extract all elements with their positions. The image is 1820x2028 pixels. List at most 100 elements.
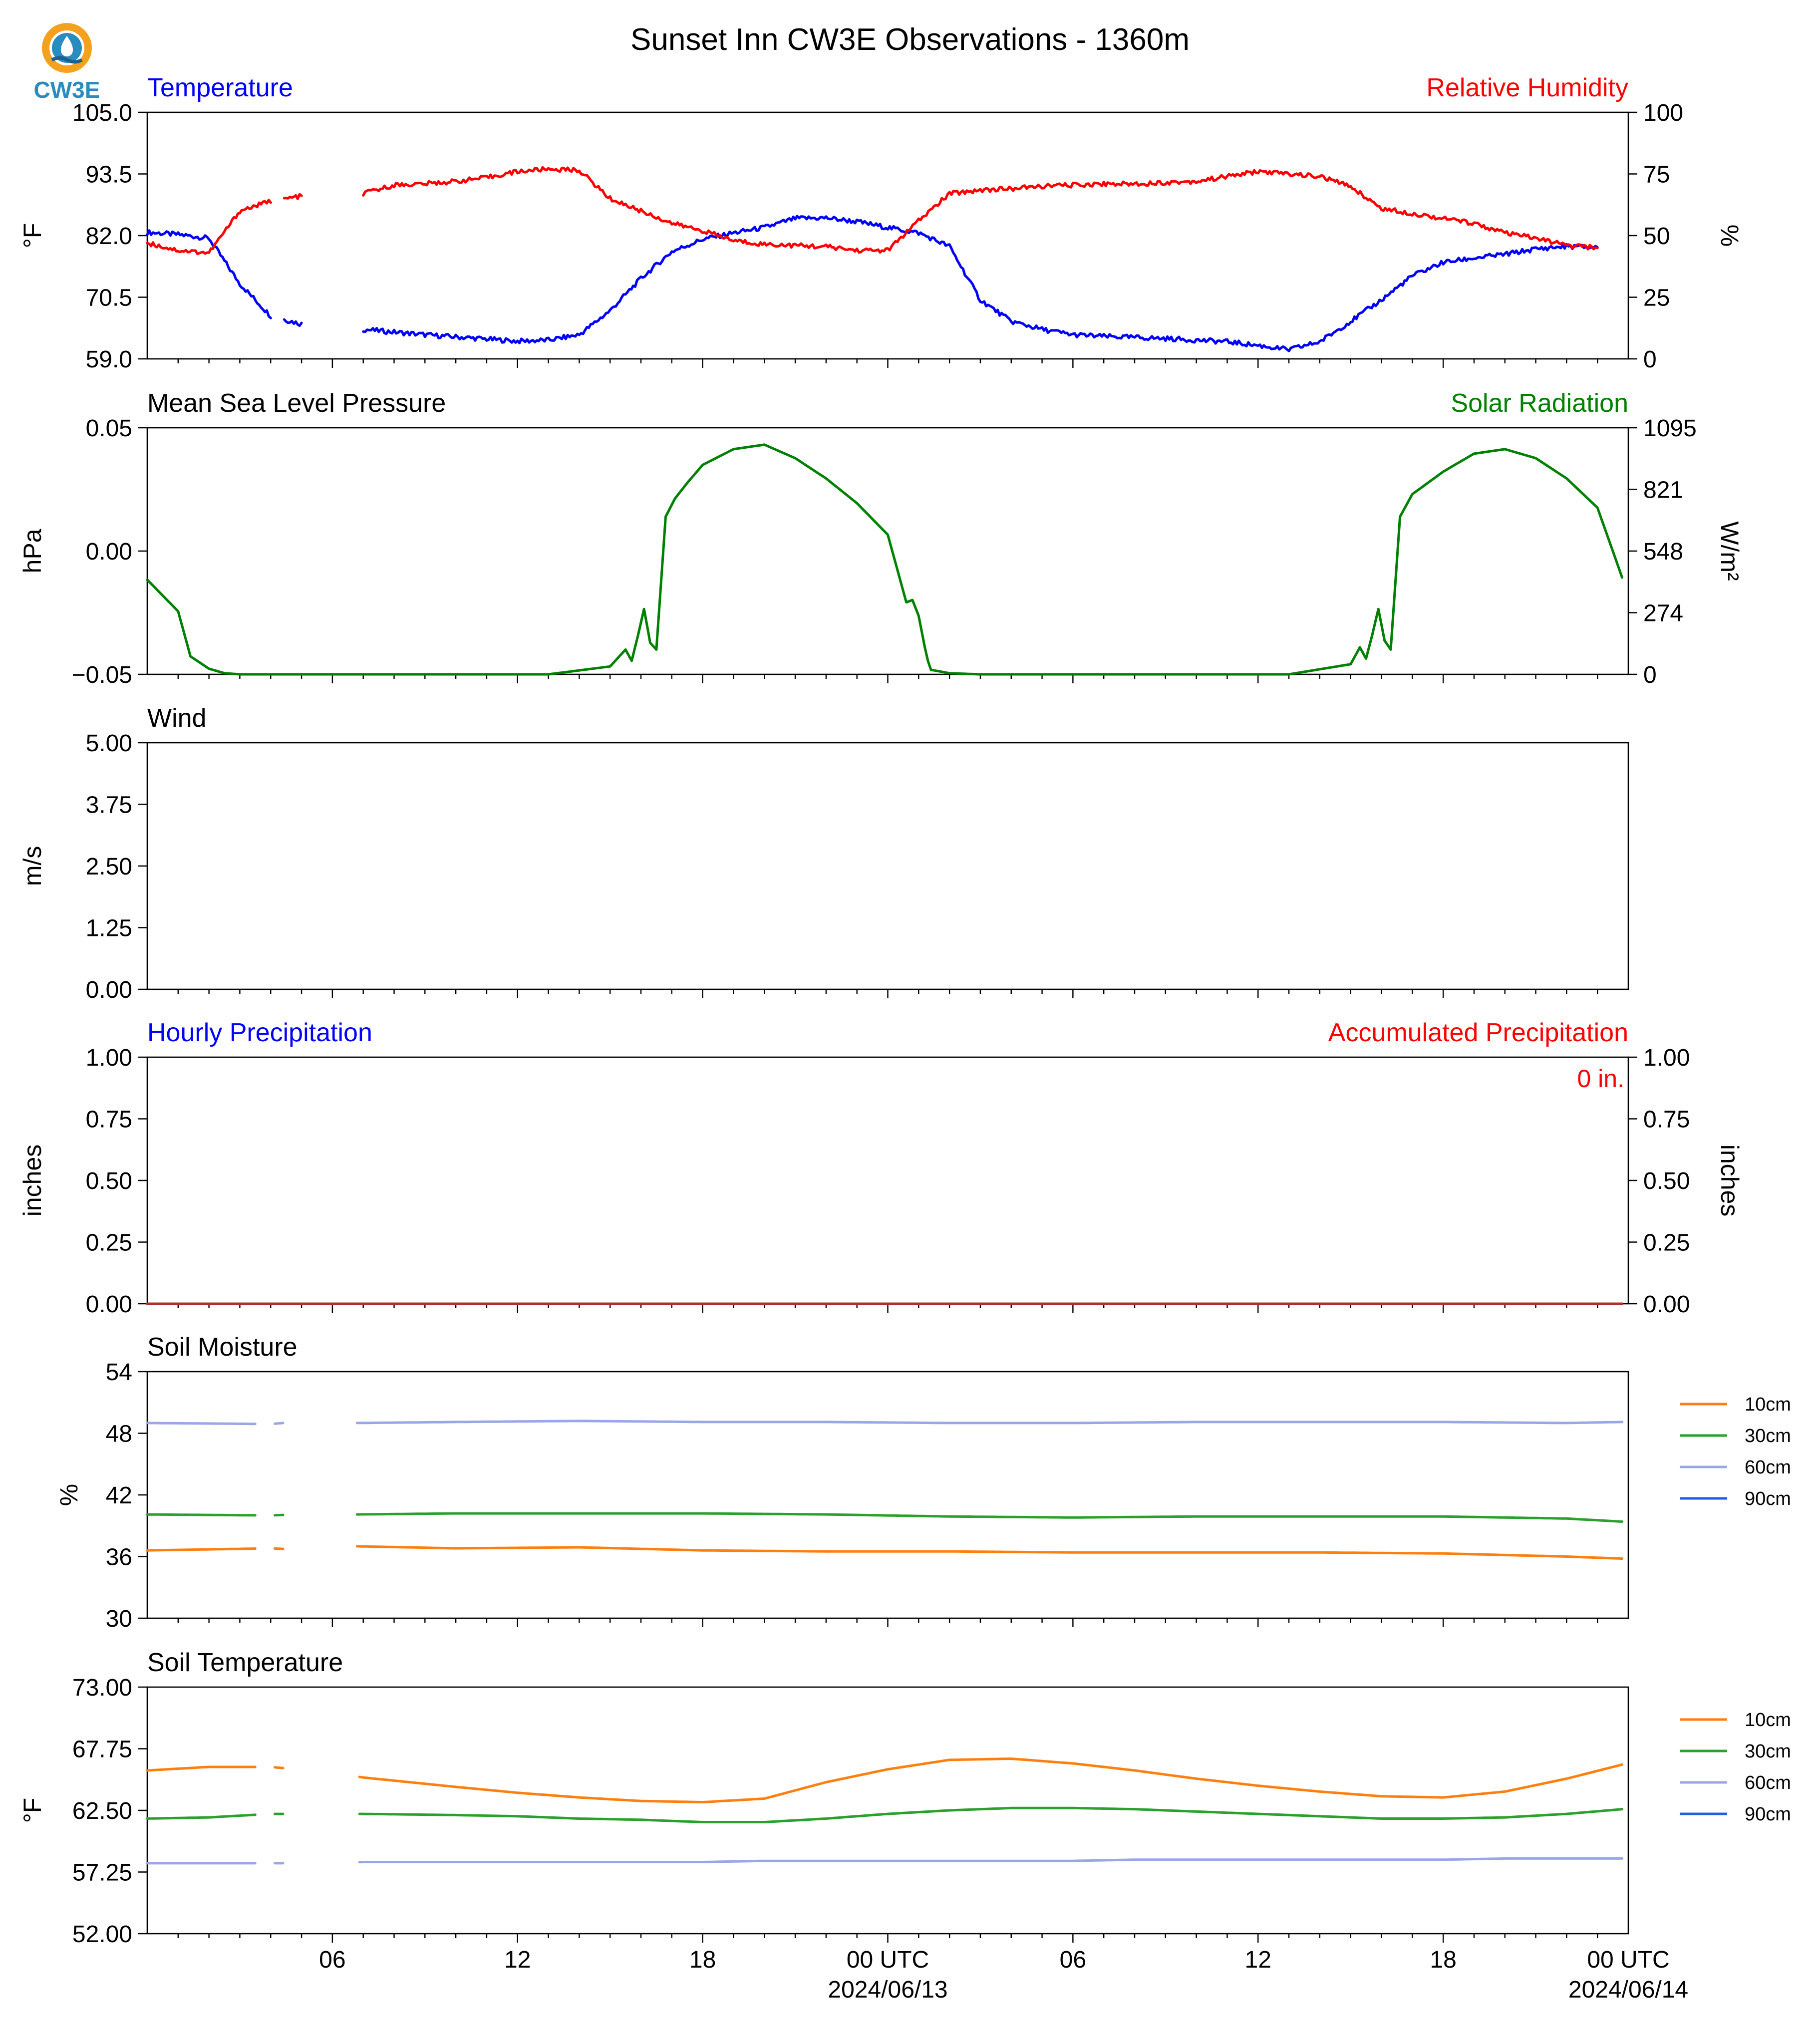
plot-frame xyxy=(146,1686,1629,1935)
y-tick-label: 1.25 xyxy=(86,915,132,942)
series-solar-radiation xyxy=(146,443,1624,676)
y-tick-label: 62.50 xyxy=(72,1798,132,1824)
y-right-tick-label: 0.50 xyxy=(1643,1168,1690,1194)
logo-drop-icon xyxy=(61,36,73,56)
series-60cm xyxy=(146,1420,1624,1426)
y-tick-label: 93.5 xyxy=(86,162,132,188)
y-right-tick-label: 0 xyxy=(1643,346,1657,373)
series-line xyxy=(146,1547,257,1552)
series-10cm xyxy=(146,1757,1624,1803)
y-tick-label: 105.0 xyxy=(72,100,132,126)
series-relative-humidity xyxy=(146,166,1599,256)
panel-1: Temperature Relative Humidity 59.0 70.5 82.0… xyxy=(18,73,1744,373)
series-30cm xyxy=(146,1806,1624,1823)
series-line xyxy=(358,1806,1624,1823)
panel-title-left: Mean Sea Level Pressure xyxy=(147,389,446,418)
panel-title-left: Wind xyxy=(147,704,206,733)
series-line xyxy=(146,443,1624,676)
y-axis-label: hPa xyxy=(18,529,46,573)
panel-2: Mean Sea Level Pressure Solar Radiation −0… xyxy=(18,389,1744,688)
series-10cm xyxy=(146,1545,1624,1560)
series-line xyxy=(146,229,272,319)
y-tick-label: −0.05 xyxy=(72,662,132,688)
y-right-tick-label: 25 xyxy=(1643,285,1670,311)
y-right-tick-label: 1.00 xyxy=(1643,1045,1690,1071)
y-tick-label: 0.75 xyxy=(86,1107,132,1133)
series-line xyxy=(362,166,1599,254)
x-tick-date-label: 2024/06/13 xyxy=(828,1977,947,2003)
y-right-axis-label: W/m² xyxy=(1716,521,1744,580)
plot-frame xyxy=(146,111,1629,360)
logo-wave-icon xyxy=(51,56,83,64)
y-tick-label: 1.00 xyxy=(86,1045,132,1071)
x-tick-label: 06 xyxy=(1060,1947,1086,1973)
y-tick-label: 67.75 xyxy=(72,1737,132,1763)
legend-label: 60cm xyxy=(1745,1457,1791,1478)
series-line xyxy=(274,1547,285,1550)
y-tick-label: 0.00 xyxy=(86,539,132,565)
y-tick-label: 52.00 xyxy=(72,1921,132,1948)
y-right-tick-label: 0.00 xyxy=(1643,1291,1690,1318)
y-tick-label: 42 xyxy=(106,1482,132,1509)
y-tick-label: 82.0 xyxy=(86,223,132,250)
plot-frame xyxy=(146,1056,1629,1305)
y-axis-label: % xyxy=(55,1484,83,1506)
y-tick-label: 0.50 xyxy=(86,1168,132,1194)
legend-label: 30cm xyxy=(1745,1741,1791,1762)
series-line xyxy=(362,215,1599,352)
y-tick-label: 73.00 xyxy=(72,1675,132,1701)
legend: 10cm 30cm 60cm 90cm xyxy=(1680,1394,1791,1509)
panel-title-left: Soil Moisture xyxy=(147,1333,298,1362)
series-temperature xyxy=(146,215,1599,352)
panels: Temperature Relative Humidity 59.0 70.5 82.0… xyxy=(18,73,1791,2003)
figure-title: Sunset Inn CW3E Observations - 1360m xyxy=(630,22,1190,57)
series-line xyxy=(146,199,272,256)
legend: 10cm 30cm 60cm 90cm xyxy=(1680,1710,1791,1825)
panel-title-right: Relative Humidity xyxy=(1426,73,1628,102)
legend-label: 90cm xyxy=(1745,1804,1791,1825)
series-line xyxy=(146,1422,257,1426)
series-line xyxy=(355,1420,1624,1425)
y-tick-label: 0.25 xyxy=(86,1230,132,1256)
panel-6: Soil Temperature 52.00 57.25 62.50 67.75 73.0… xyxy=(18,1648,1791,2003)
series-line xyxy=(274,1766,285,1769)
panel-title-right: Accumulated Precipitation xyxy=(1328,1018,1628,1047)
y-right-axis-label: % xyxy=(1716,225,1744,247)
y-right-tick-label: 274 xyxy=(1643,600,1683,627)
series-line xyxy=(146,1513,257,1517)
panel-5: Soil Moisture 30 36 42 48 54% 10cm 30cm 60cm 90cm xyxy=(55,1333,1791,1632)
series-line xyxy=(358,1857,1624,1864)
legend-label: 60cm xyxy=(1745,1772,1791,1793)
y-tick-label: 59.0 xyxy=(86,346,132,373)
x-tick-date-label: 2024/06/14 xyxy=(1568,1977,1688,2003)
series-line xyxy=(355,1545,1624,1560)
plot-frame xyxy=(146,1371,1629,1619)
x-tick-label: 00 UTC xyxy=(847,1947,929,1973)
y-tick-label: 0.05 xyxy=(86,415,132,442)
y-axis-label: °F xyxy=(18,1798,46,1823)
series-line xyxy=(358,1757,1624,1803)
y-tick-label: 70.5 xyxy=(86,285,132,311)
panel-title-left: Temperature xyxy=(147,73,293,102)
legend-label: 10cm xyxy=(1745,1394,1791,1415)
accumulated-total-label: 0 in. xyxy=(1577,1065,1624,1093)
y-tick-label: 57.25 xyxy=(72,1860,132,1886)
y-right-tick-label: 50 xyxy=(1643,223,1670,250)
legend-label: 90cm xyxy=(1745,1488,1791,1509)
y-tick-label: 54 xyxy=(106,1359,132,1386)
panel-title-right: Solar Radiation xyxy=(1451,389,1628,418)
legend-label: 10cm xyxy=(1745,1710,1791,1731)
y-tick-label: 30 xyxy=(106,1606,132,1632)
series-line xyxy=(355,1512,1624,1523)
series-60cm xyxy=(146,1857,1624,1865)
y-tick-label: 0.00 xyxy=(86,977,132,1003)
y-tick-label: 3.75 xyxy=(86,792,132,819)
panel-title-left: Soil Temperature xyxy=(147,1648,343,1677)
y-tick-label: 48 xyxy=(106,1421,132,1448)
series-line xyxy=(274,1422,285,1425)
y-axis-label: °F xyxy=(18,223,46,249)
legend-label: 30cm xyxy=(1745,1426,1791,1447)
y-axis-label: m/s xyxy=(18,846,46,886)
y-tick-label: 36 xyxy=(106,1544,132,1571)
